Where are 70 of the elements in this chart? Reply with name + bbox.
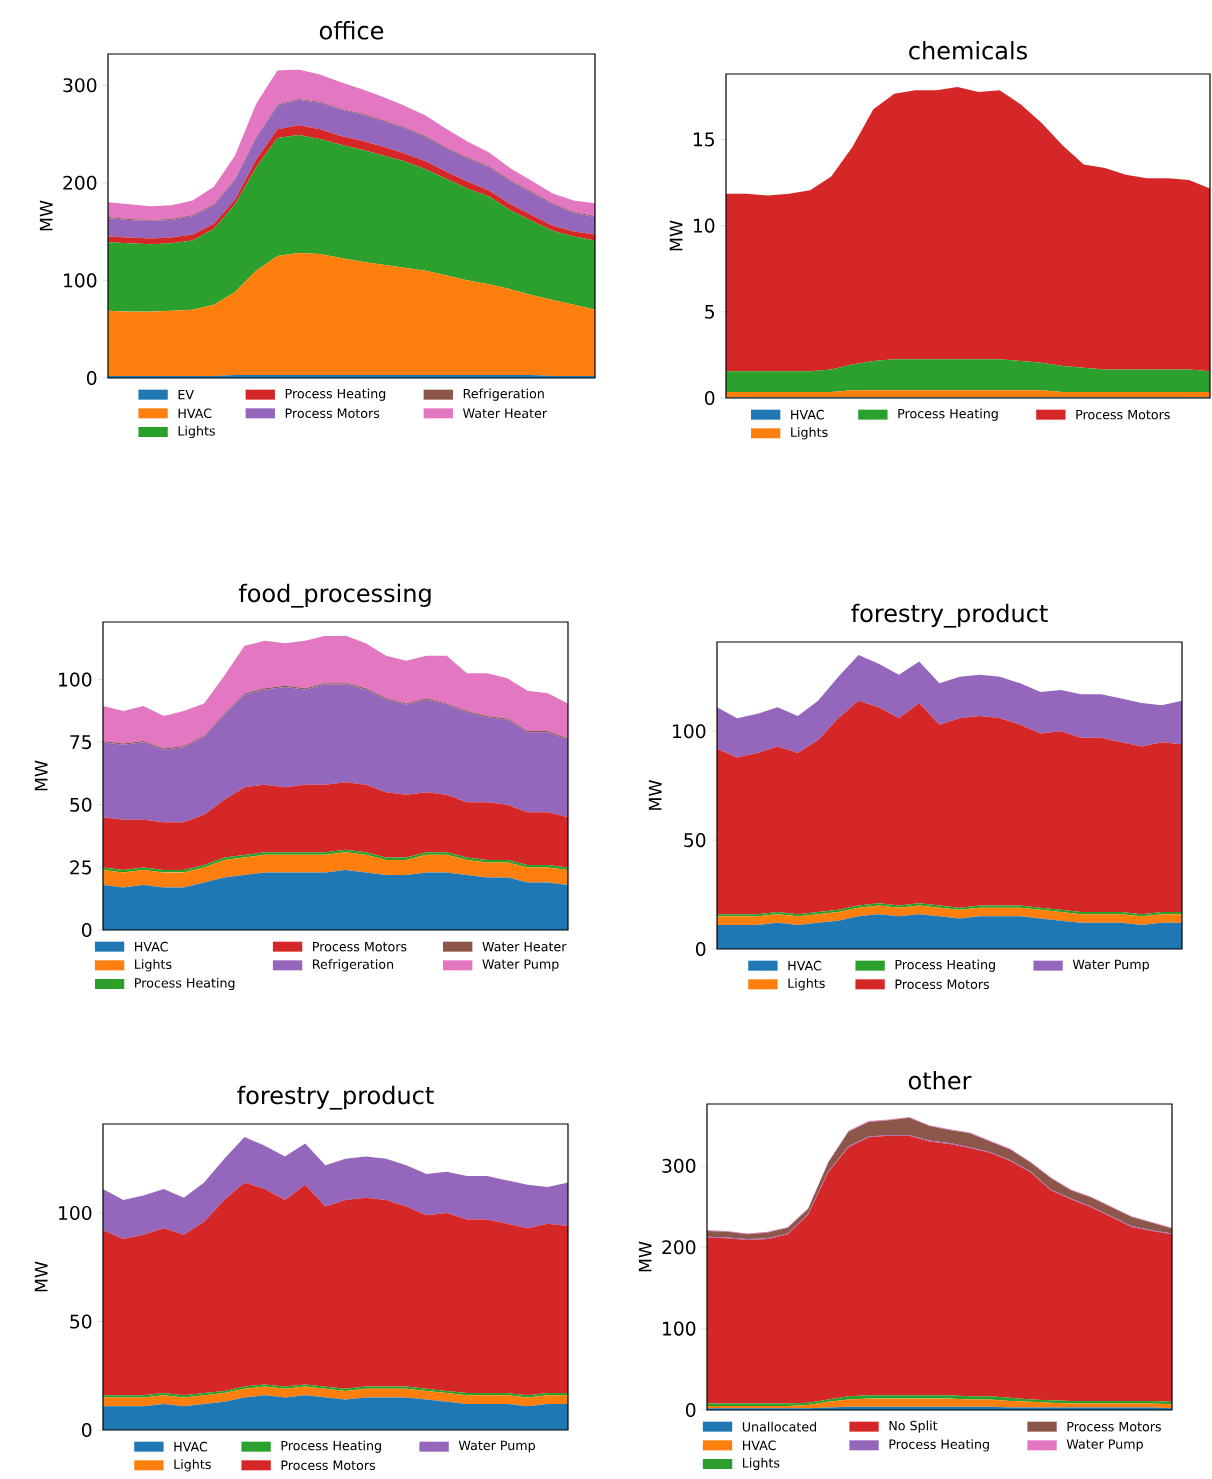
y-tick-label: 100 bbox=[64, 273, 97, 288]
y-tick-label: 100 bbox=[673, 724, 706, 739]
y-axis-title: MW bbox=[39, 200, 53, 231]
y-tick-label: 0 bbox=[86, 370, 97, 386]
legend-label: Water Pump bbox=[458, 1440, 535, 1453]
chart-title: other bbox=[908, 1071, 972, 1090]
legend-label: Process Motors bbox=[313, 941, 407, 952]
legend-label: Lights bbox=[788, 978, 825, 991]
y-tick-label: 50 bbox=[684, 833, 706, 848]
chart-title: office bbox=[319, 21, 384, 40]
y-axis-title: MW bbox=[34, 760, 48, 791]
legend-label: Refrigeration bbox=[313, 959, 394, 972]
chart-title: forestry_product bbox=[237, 1085, 434, 1110]
y-tick-label: 5 bbox=[705, 304, 714, 319]
legend-label: Lights bbox=[791, 427, 828, 440]
legend-label: HVAC bbox=[174, 1441, 208, 1452]
legend-label: Lights bbox=[178, 425, 215, 439]
y-tick-label: 10 bbox=[693, 218, 715, 233]
y-tick-label: 200 bbox=[63, 175, 97, 190]
legend-label: Process Heating bbox=[135, 977, 235, 991]
legend-label: Lights bbox=[135, 959, 172, 972]
y-axis-title: MW bbox=[638, 1241, 652, 1272]
legend-label: Process Motors bbox=[895, 979, 990, 990]
legend-label: Water Pump bbox=[1066, 1439, 1143, 1452]
legend-label: Water Heater bbox=[482, 941, 567, 952]
legend-label: Water Pump bbox=[1072, 959, 1149, 972]
legend-label: Process Motors bbox=[285, 408, 380, 419]
y-tick-label: 15 bbox=[693, 132, 714, 147]
legend-label: Process Motors bbox=[1076, 409, 1170, 420]
y-tick-label: 200 bbox=[662, 1240, 696, 1255]
y-tick-label: 50 bbox=[70, 1314, 92, 1329]
y-tick-label: 75 bbox=[70, 735, 91, 750]
y-tick-label: 100 bbox=[663, 1321, 696, 1336]
legend-label: HVAC bbox=[178, 408, 212, 419]
chart-title: chemicals bbox=[909, 41, 1027, 60]
legend-label: Refrigeration bbox=[463, 388, 544, 401]
legend-label: HVAC bbox=[788, 960, 822, 971]
y-tick-label: 0 bbox=[685, 1402, 696, 1418]
legend-label: Process Heating bbox=[281, 1440, 381, 1453]
y-tick-label: 50 bbox=[70, 797, 92, 812]
legend-label: EV bbox=[178, 390, 194, 400]
legend-label: Water Heater bbox=[462, 408, 548, 419]
y-tick-label: 0 bbox=[81, 922, 92, 938]
y-tick-label: 100 bbox=[59, 672, 92, 687]
y-tick-label: 0 bbox=[695, 941, 706, 957]
legend-label: Water Pump bbox=[482, 959, 559, 972]
y-tick-label: 300 bbox=[63, 78, 97, 93]
chart-title: food_processing bbox=[238, 583, 431, 608]
chart-title: forestry_product bbox=[851, 603, 1048, 628]
y-tick-label: 0 bbox=[81, 1422, 92, 1438]
y-tick-label: 100 bbox=[59, 1205, 92, 1221]
legend-label: Process Motors bbox=[281, 1460, 376, 1471]
y-tick-label: 25 bbox=[70, 860, 91, 875]
y-axis-title: MW bbox=[669, 220, 683, 251]
legend-label: Lights bbox=[743, 1457, 780, 1471]
y-tick-label: 0 bbox=[704, 390, 715, 406]
legend-label: HVAC bbox=[743, 1440, 776, 1451]
legend-label: Process Heating bbox=[898, 408, 998, 421]
legend-label: Process Heating bbox=[889, 1439, 989, 1452]
legend-label: No Split bbox=[889, 1420, 938, 1433]
legend-label: Process Motors bbox=[1067, 1421, 1161, 1432]
legend-label: HVAC bbox=[135, 941, 168, 952]
y-axis-title: MW bbox=[648, 780, 662, 810]
legend-label: Unallocated bbox=[742, 1421, 817, 1432]
legend-label: Process Heating bbox=[285, 388, 386, 401]
legend-label: Lights bbox=[174, 1459, 211, 1472]
y-axis-title: MW bbox=[34, 1261, 48, 1292]
legend-label: HVAC bbox=[791, 409, 824, 420]
legend-label: Process Heating bbox=[895, 959, 995, 972]
y-tick-label: 300 bbox=[662, 1158, 696, 1173]
